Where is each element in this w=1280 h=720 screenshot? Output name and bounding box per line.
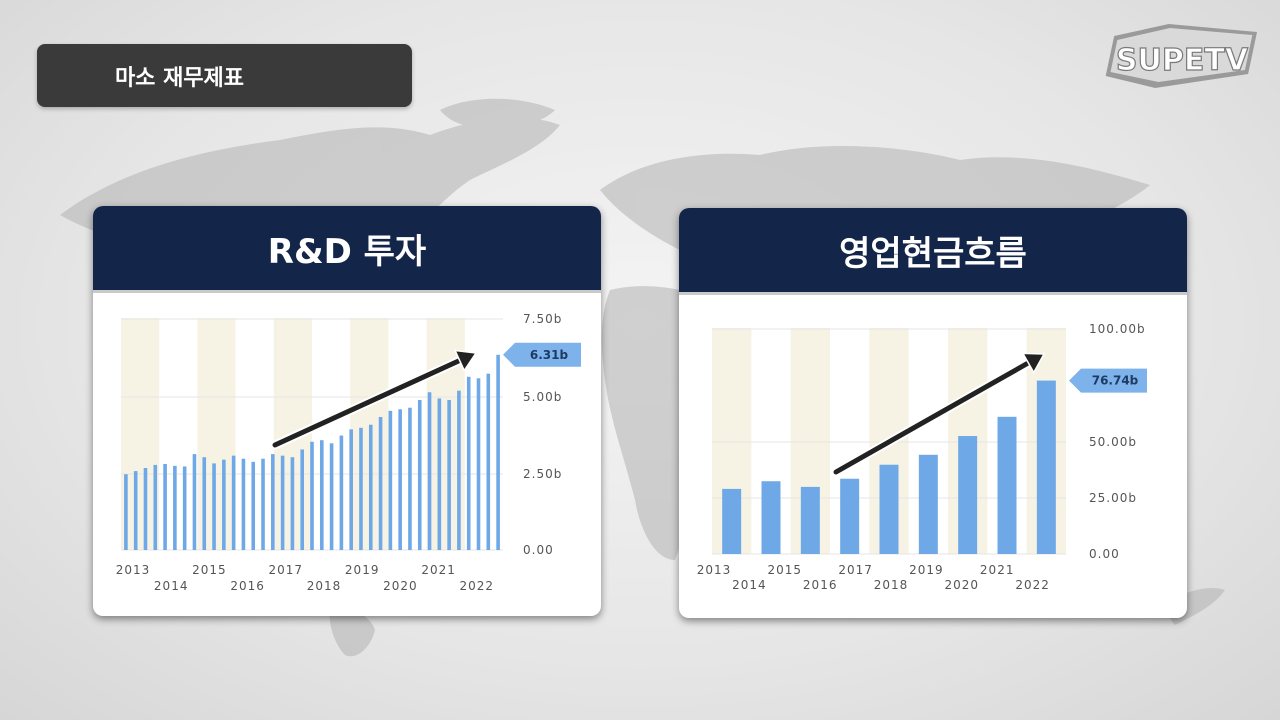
x-tick-label: 2013 bbox=[697, 563, 732, 577]
bar bbox=[437, 398, 442, 550]
bar bbox=[143, 468, 148, 550]
bar bbox=[241, 458, 246, 550]
bar bbox=[329, 443, 334, 550]
bar bbox=[840, 478, 860, 554]
x-tick-label: 2015 bbox=[192, 563, 227, 577]
x-tick-label: 2013 bbox=[116, 563, 151, 577]
x-tick-label: 2017 bbox=[838, 563, 873, 577]
trend-arrow-head bbox=[1021, 352, 1046, 374]
bar bbox=[388, 410, 393, 550]
bar bbox=[271, 454, 275, 550]
x-tick-label: 2019 bbox=[345, 563, 380, 577]
last-value-label: 6.31b bbox=[530, 348, 569, 362]
bar bbox=[997, 416, 1017, 554]
bar bbox=[124, 474, 128, 550]
bar bbox=[133, 471, 138, 550]
x-tick-label: 2019 bbox=[909, 563, 944, 577]
x-tick-label: 2014 bbox=[154, 579, 189, 593]
bar bbox=[476, 378, 481, 550]
operating-cash-flow-panel: 영업현금흐름 100.00b 50.00b 25.00b 0.00 2013 2014 20… bbox=[679, 208, 1187, 618]
bar bbox=[163, 464, 167, 550]
y-tick-label: 100.00b bbox=[1089, 322, 1146, 336]
bar bbox=[427, 392, 432, 550]
bar bbox=[349, 429, 353, 550]
ocf-panel-title: 영업현금흐름 bbox=[839, 233, 1027, 274]
bar bbox=[466, 376, 471, 550]
x-tick-label: 2017 bbox=[269, 563, 304, 577]
bar bbox=[417, 399, 422, 550]
bar bbox=[761, 481, 781, 554]
bar bbox=[280, 455, 285, 550]
slide-title-badge: 마소 재무제표 bbox=[37, 44, 412, 107]
x-tick-label: 2016 bbox=[803, 578, 838, 592]
y-tick-label: 25.00b bbox=[1089, 491, 1137, 505]
y-tick-label: 0.00 bbox=[523, 543, 554, 557]
logo-text: SUPETV bbox=[1116, 43, 1249, 78]
bar bbox=[879, 464, 899, 554]
trend-arrow-head bbox=[453, 349, 478, 373]
bar bbox=[722, 488, 742, 554]
ocf-panel-header: 영업현금흐름 bbox=[679, 208, 1187, 295]
bar bbox=[202, 457, 207, 550]
bar bbox=[310, 441, 314, 550]
bar bbox=[496, 354, 500, 550]
x-tick-label: 2020 bbox=[383, 579, 418, 593]
bar bbox=[408, 407, 412, 550]
trend-arrow-line bbox=[272, 357, 463, 448]
y-tick-label: 5.00b bbox=[523, 390, 562, 404]
bar bbox=[192, 454, 197, 550]
bar bbox=[958, 436, 978, 554]
bar bbox=[231, 455, 236, 550]
operating-cash-flow-chart: 100.00b50.00b25.00b0.0020132014201520162… bbox=[697, 322, 1147, 592]
bar bbox=[319, 440, 324, 550]
bar bbox=[153, 464, 158, 550]
slide-title: 마소 재무제표 bbox=[114, 65, 245, 91]
bar bbox=[486, 373, 491, 550]
bar bbox=[1036, 380, 1056, 554]
x-tick-label: 2022 bbox=[460, 579, 495, 593]
rd-investment-chart: 7.50b5.00b2.50b0.00201320142015201620172… bbox=[116, 312, 581, 593]
bar bbox=[378, 416, 383, 550]
last-value-callout bbox=[503, 342, 581, 367]
x-tick-label: 2022 bbox=[1015, 578, 1050, 592]
rd-investment-panel: R&D 투자 7.50b 5.00b 2.50b 0.00 2013 2014 2015 20… bbox=[93, 206, 601, 616]
x-tick-label: 2014 bbox=[732, 578, 767, 592]
bar bbox=[359, 427, 363, 550]
bar bbox=[222, 459, 226, 550]
x-tick-label: 2021 bbox=[980, 563, 1015, 577]
bar bbox=[398, 409, 402, 550]
trend-arrow-line bbox=[833, 360, 1031, 475]
bar bbox=[447, 399, 451, 550]
x-tick-label: 2020 bbox=[945, 578, 980, 592]
rd-panel-header: R&D 투자 bbox=[93, 206, 601, 293]
last-value-callout bbox=[1069, 368, 1147, 393]
y-tick-label: 50.00b bbox=[1089, 435, 1137, 449]
bar bbox=[918, 454, 938, 554]
x-tick-label: 2021 bbox=[421, 563, 456, 577]
bar bbox=[290, 457, 295, 550]
last-value-label: 76.74b bbox=[1092, 374, 1139, 388]
x-tick-label: 2016 bbox=[230, 579, 265, 593]
bar bbox=[800, 486, 820, 554]
bar bbox=[368, 424, 373, 550]
bar bbox=[457, 390, 461, 550]
bar bbox=[251, 461, 256, 550]
bar bbox=[173, 465, 177, 550]
y-tick-label: 0.00 bbox=[1089, 547, 1120, 561]
bar bbox=[339, 435, 344, 550]
y-tick-label: 2.50b bbox=[523, 467, 562, 481]
y-tick-label: 7.50b bbox=[523, 312, 562, 326]
bar bbox=[182, 466, 187, 550]
bar bbox=[212, 463, 216, 550]
x-tick-label: 2015 bbox=[768, 563, 803, 577]
x-tick-label: 2018 bbox=[874, 578, 909, 592]
supetv-logo: SUPETV bbox=[1105, 24, 1258, 88]
x-tick-label: 2018 bbox=[307, 579, 342, 593]
rd-panel-title: R&D 투자 bbox=[267, 231, 427, 272]
bar bbox=[300, 449, 305, 550]
bar bbox=[261, 458, 265, 550]
